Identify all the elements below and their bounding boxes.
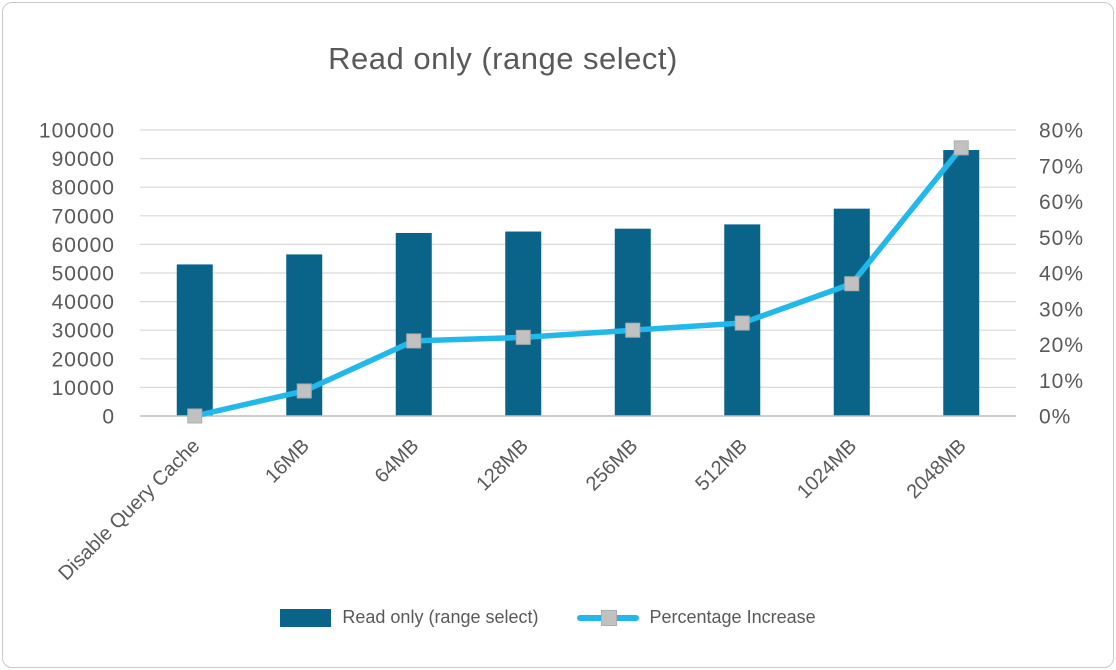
bar-series-swatch [280,608,332,627]
x-axis-tick-label: 64MB [371,435,424,488]
y-axis-tick-label: 90000 [52,148,115,171]
combo-chart: 1000009000080000700006000050000400003000… [39,120,1084,585]
line-marker-swatch [600,610,617,626]
y-axis-tick-label: 80000 [52,177,115,200]
line-marker-Disable Query Cache [187,408,203,424]
y-axis-tick-label: 50000 [52,263,115,286]
percentage-increase-line [192,145,964,419]
chart-title: Read only (range select) [328,41,678,76]
y2-axis-tick-label: 40% [1039,263,1084,286]
bar-256MB [614,228,651,416]
line-marker-2048MB [953,140,969,156]
bar-64MB [395,232,432,416]
y2-axis-tick-label: 30% [1039,298,1084,321]
y-axis-tick-label: 60000 [52,234,115,257]
y-axis-tick-label: 100000 [39,120,115,143]
y-axis-tick-label: 40000 [52,291,115,314]
legend-label-line-series: Percentage Increase [649,607,816,627]
y2-axis-tick-label: 80% [1039,120,1084,143]
legend-label-bar-series: Read only (range select) [342,607,539,627]
y-axis-tick-label: 70000 [52,205,115,228]
y2-axis-tick-label: 10% [1039,370,1084,393]
x-axis-tick-label: 2048MB [903,435,971,503]
bar-1024MB [833,208,870,416]
line-marker-512MB [734,315,750,331]
y-axis-tick-label: 10000 [52,377,115,400]
bar-2048MB [943,150,980,416]
line-series-swatch [576,610,639,626]
y-axis-tick-label: 30000 [52,320,115,343]
x-axis-tick-label: 16MB [261,435,314,488]
bar-Disable Query Cache [176,264,213,416]
bar-128MB [505,231,542,416]
line-marker-256MB [625,322,641,338]
y2-axis-tick-label: 20% [1039,334,1084,357]
legend-item-bar-series: Read only (range select) [280,607,539,628]
y2-axis-tick-label: 50% [1039,227,1084,250]
line-marker-128MB [515,329,531,345]
line-marker-64MB [406,333,422,349]
x-axis-tick-label: 1024MB [793,435,861,503]
y2-axis-tick-label: 70% [1039,155,1084,178]
y2-axis-tick-label: 0% [1039,406,1071,429]
y-axis-tick-label: 20000 [52,348,115,371]
y-axis-tick-label: 0 [102,406,115,429]
x-axis-tick-label: Disable Query Cache [54,435,204,585]
x-axis-tick-label: 256MB [582,435,642,495]
x-axis-tick-label: 512MB [691,435,751,495]
legend: Read only (range select) Percentage Incr… [3,607,1093,628]
x-axis-tick-label: 128MB [472,435,532,495]
legend-item-line-series: Percentage Increase [576,607,816,628]
y2-axis-tick-label: 60% [1039,191,1084,214]
line-marker-1024MB [844,276,860,292]
line-marker-16MB [296,383,312,399]
